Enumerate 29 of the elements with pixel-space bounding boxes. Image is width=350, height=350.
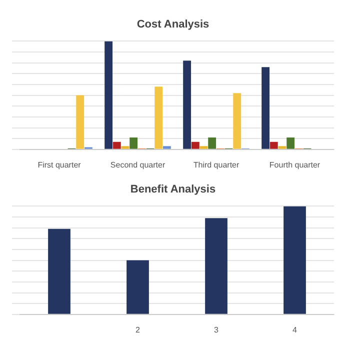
x-tick-label: 4 [292, 325, 298, 334]
bar [183, 60, 192, 149]
bar [233, 93, 242, 149]
x-tick-label: Second quarter [110, 160, 166, 170]
bar [121, 146, 130, 149]
bar [270, 142, 278, 149]
bar [130, 138, 138, 149]
x-tick-label: 3 [214, 325, 220, 334]
bar [112, 142, 121, 149]
bar [205, 218, 228, 314]
bar [162, 146, 171, 149]
bar [278, 146, 286, 149]
bar [104, 41, 113, 149]
chart-title: Cost Analysis [136, 18, 210, 31]
x-tick-label: Third quarter [193, 160, 240, 170]
bar [48, 228, 70, 314]
bar [208, 138, 216, 149]
bar [286, 138, 295, 149]
bar [262, 67, 270, 149]
bar [191, 142, 200, 149]
bar [154, 86, 163, 149]
chart-title: Benefit Analysis [130, 184, 216, 196]
bar [284, 206, 306, 314]
bar [126, 260, 149, 314]
x-tick-label: 2 [136, 325, 141, 334]
x-tick-label: Fourth quarter [269, 160, 320, 170]
bar [76, 95, 84, 149]
bar [200, 146, 208, 149]
x-tick-label: First quarter [38, 160, 82, 170]
